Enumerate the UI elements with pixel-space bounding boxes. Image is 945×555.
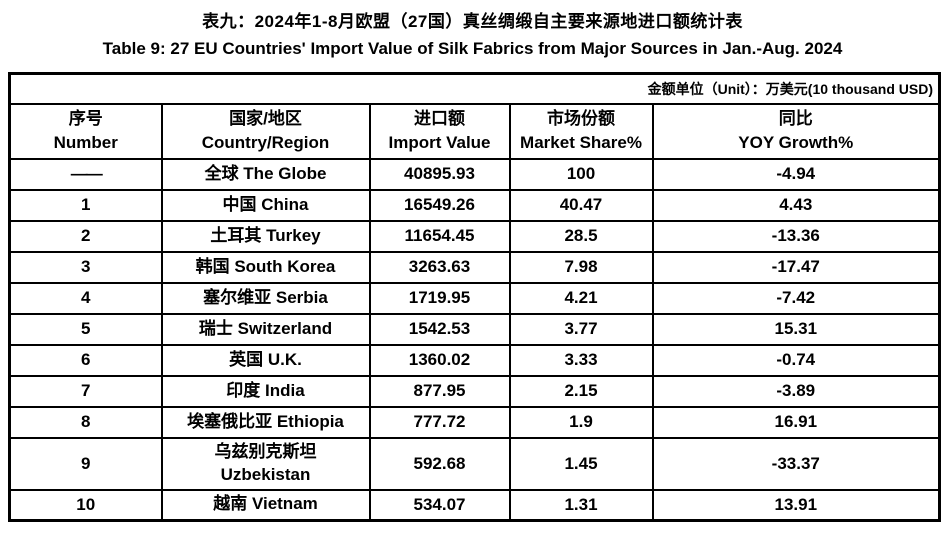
unit-note: 金额单位（Unit）：万美元(10 thousand USD) [8, 72, 941, 105]
unit-note-row: 金额单位（Unit）：万美元(10 thousand USD) [8, 72, 941, 105]
cell-import-value: 40895.93 [368, 157, 511, 191]
cell-country: 印度 India [160, 374, 371, 408]
cell-number: 2 [8, 219, 163, 253]
cell-import-value: 877.95 [368, 374, 511, 408]
cell-country: 塞尔维亚 Serbia [160, 281, 371, 315]
cell-yoy-growth: -17.47 [651, 250, 941, 284]
header-number-en: Number [53, 133, 118, 153]
table-row: —— 全球 The Globe 40895.93 100 -4.94 [8, 157, 941, 191]
cell-import-value: 1542.53 [368, 312, 511, 346]
header-market-share-en: Market Share% [520, 133, 642, 153]
table-header-row: 序号 Number 国家/地区 Country/Region 进口额 Impor… [8, 102, 941, 160]
cell-import-value: 11654.45 [368, 219, 511, 253]
header-country-en: Country/Region [201, 133, 330, 153]
header-country: 国家/地区 Country/Region [160, 102, 371, 160]
header-market-share: 市场份额 Market Share% [508, 102, 654, 160]
header-yoy-growth: 同比 YOY Growth% [651, 102, 941, 160]
cell-number: 7 [8, 374, 163, 408]
cell-number: 1 [8, 188, 163, 222]
cell-number: —— [8, 157, 163, 191]
header-number-zh: 序号 [68, 108, 103, 128]
cell-yoy-growth: -33.37 [651, 436, 941, 491]
cell-yoy-growth: 15.31 [651, 312, 941, 346]
header-yoy-growth-zh: 同比 [778, 108, 813, 128]
cell-market-share: 28.5 [508, 219, 654, 253]
cell-country: 全球 The Globe [160, 157, 371, 191]
cell-yoy-growth: 4.43 [651, 188, 941, 222]
cell-country: 英国 U.K. [160, 343, 371, 377]
cell-market-share: 1.9 [508, 405, 654, 439]
cell-yoy-growth: -0.74 [651, 343, 941, 377]
cell-market-share: 3.33 [508, 343, 654, 377]
cell-import-value: 534.07 [368, 488, 511, 522]
cell-yoy-growth: -13.36 [651, 219, 941, 253]
header-market-share-zh: 市场份额 [547, 108, 615, 128]
cell-country: 中国 China [160, 188, 371, 222]
table-row: 5 瑞士 Switzerland 1542.53 3.77 15.31 [8, 312, 941, 346]
page-title-chinese: 表九：2024年1-8月欧盟（27国）真丝绸缎自主要来源地进口额统计表 [202, 12, 743, 31]
cell-market-share: 100 [508, 157, 654, 191]
header-yoy-growth-en: YOY Growth% [738, 133, 854, 153]
cell-import-value: 1360.02 [368, 343, 511, 377]
cell-country: 埃塞俄比亚 Ethiopia [160, 405, 371, 439]
table-row: 10 越南 Vietnam 534.07 1.31 13.91 [8, 488, 941, 522]
header-number: 序号 Number [8, 102, 163, 160]
cell-import-value: 777.72 [368, 405, 511, 439]
cell-yoy-growth: -3.89 [651, 374, 941, 408]
cell-number: 10 [8, 488, 163, 522]
cell-market-share: 2.15 [508, 374, 654, 408]
cell-country: 越南 Vietnam [160, 488, 371, 522]
cell-number: 9 [8, 436, 163, 491]
table-row: 7 印度 India 877.95 2.15 -3.89 [8, 374, 941, 408]
table-row: 9 乌兹别克斯坦 Uzbekistan 592.68 1.45 -33.37 [8, 436, 941, 491]
cell-import-value: 3263.63 [368, 250, 511, 284]
cell-market-share: 1.31 [508, 488, 654, 522]
table-titles: 表九：2024年1-8月欧盟（27国）真丝绸缎自主要来源地进口额统计表 Tabl… [0, 0, 945, 59]
table-row: 8 埃塞俄比亚 Ethiopia 777.72 1.9 16.91 [8, 405, 941, 439]
cell-market-share: 3.77 [508, 312, 654, 346]
cell-country: 土耳其 Turkey [160, 219, 371, 253]
cell-yoy-growth: -4.94 [651, 157, 941, 191]
table-row: 2 土耳其 Turkey 11654.45 28.5 -13.36 [8, 219, 941, 253]
cell-number: 3 [8, 250, 163, 284]
cell-yoy-growth: 16.91 [651, 405, 941, 439]
header-import-value-zh: 进口额 [414, 108, 465, 128]
cell-import-value: 16549.26 [368, 188, 511, 222]
header-country-zh: 国家/地区 [229, 108, 302, 128]
cell-country: 韩国 South Korea [160, 250, 371, 284]
cell-number: 5 [8, 312, 163, 346]
table-row: 6 英国 U.K. 1360.02 3.33 -0.74 [8, 343, 941, 377]
cell-yoy-growth: -7.42 [651, 281, 941, 315]
cell-import-value: 1719.95 [368, 281, 511, 315]
cell-country: 乌兹别克斯坦 Uzbekistan [160, 436, 371, 491]
header-import-value-en: Import Value [388, 133, 491, 153]
cell-import-value: 592.68 [368, 436, 511, 491]
table-row: 4 塞尔维亚 Serbia 1719.95 4.21 -7.42 [8, 281, 941, 315]
page-title-english: Table 9: 27 EU Countries' Import Value o… [102, 39, 843, 58]
table-row: 3 韩国 South Korea 3263.63 7.98 -17.47 [8, 250, 941, 284]
cell-market-share: 1.45 [508, 436, 654, 491]
cell-market-share: 7.98 [508, 250, 654, 284]
cell-number: 8 [8, 405, 163, 439]
import-statistics-table: 金额单位（Unit）：万美元(10 thousand USD) 序号 Numbe… [8, 72, 942, 523]
cell-country: 瑞士 Switzerland [160, 312, 371, 346]
cell-number: 4 [8, 281, 163, 315]
header-import-value: 进口额 Import Value [368, 102, 511, 160]
cell-number: 6 [8, 343, 163, 377]
cell-market-share: 40.47 [508, 188, 654, 222]
table-row: 1 中国 China 16549.26 40.47 4.43 [8, 188, 941, 222]
cell-market-share: 4.21 [508, 281, 654, 315]
cell-yoy-growth: 13.91 [651, 488, 941, 522]
